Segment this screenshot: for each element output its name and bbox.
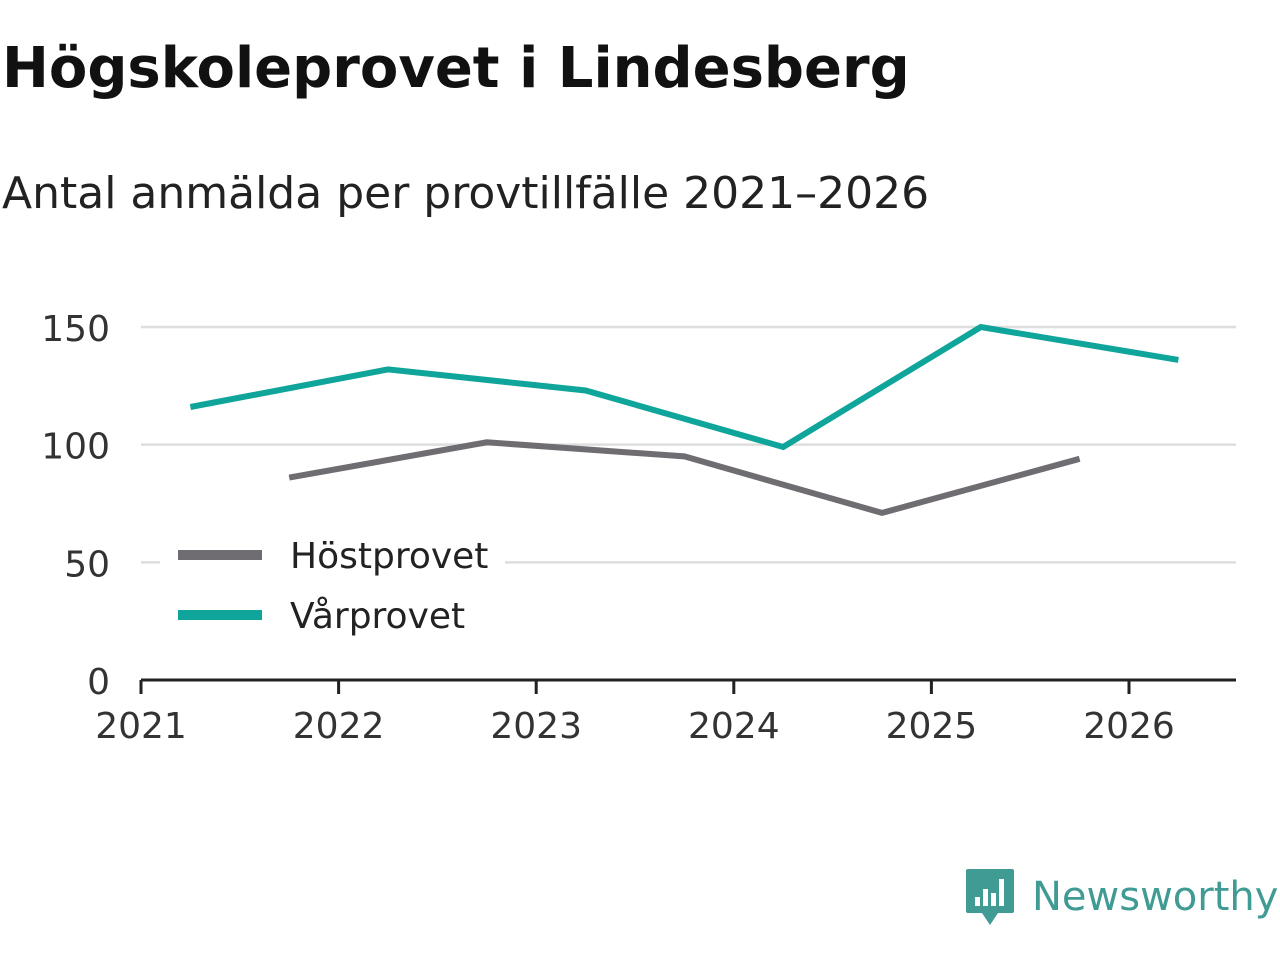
y-tick-label: 0 <box>87 662 110 703</box>
series-line-Vårprovet <box>189 323 1179 451</box>
y-tick-label: 150 <box>41 309 110 350</box>
series-lines <box>189 323 1179 517</box>
x-tick-label: 2026 <box>1083 706 1175 747</box>
x-tick-label: 2023 <box>490 706 582 747</box>
legend: Höstprovet Vårprovet <box>160 526 505 644</box>
legend-label: Vårprovet <box>290 596 465 637</box>
y-tick-label: 50 <box>64 544 110 585</box>
brand-logo: Newsworthy <box>964 866 1278 928</box>
y-tick-label: 100 <box>41 427 110 468</box>
brand-name: Newsworthy <box>1032 874 1279 920</box>
chart-title: Högskoleprovet i Lindesberg <box>2 36 910 101</box>
x-axis: 2021 2022 2023 2024 2025 2026 <box>95 678 1236 747</box>
x-tick-label: 2025 <box>886 706 978 747</box>
x-tick-label: 2022 <box>293 706 385 747</box>
y-axis-labels: 0 50 100 150 <box>41 309 110 703</box>
x-tick-label: 2024 <box>688 706 780 747</box>
legend-background <box>160 526 505 644</box>
legend-label: Höstprovet <box>290 536 488 577</box>
chart-subtitle: Antal anmälda per provtillfälle 2021–202… <box>2 168 930 219</box>
x-tick-label: 2021 <box>95 706 187 747</box>
newsworthy-logo-icon <box>966 869 1014 925</box>
series-line-Höstprovet <box>288 439 1081 517</box>
